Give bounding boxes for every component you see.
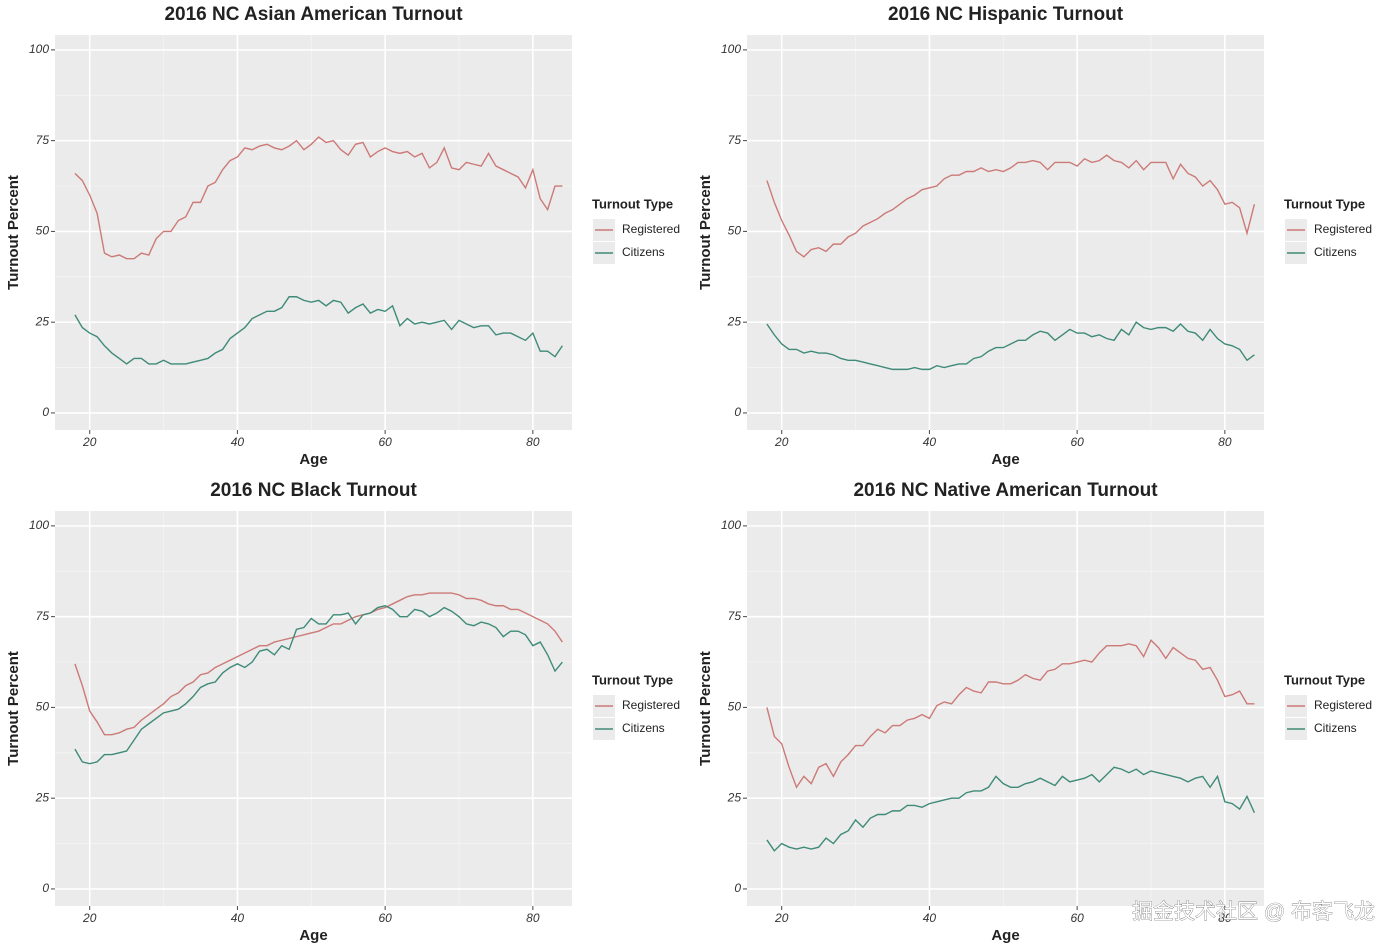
legend-title: Turnout Type [592,672,673,687]
plot-background [55,35,572,430]
legend-label: Registered [622,222,680,236]
x-tick-label: 20 [774,911,789,925]
panel: 0 25 50 75 100 20 40 60 80 2016 NC Black Turnout A… [5,480,680,944]
panel: 0 25 50 75 100 20 40 60 80 2016 NC Native America… [697,480,1372,944]
chart-title: 2016 NC Hispanic Turnout [888,4,1124,25]
legend-title: Turnout Type [1284,196,1365,211]
x-tick-label: 60 [378,435,392,449]
x-axis-title: Age [991,451,1019,468]
y-tick-label: 50 [728,700,742,714]
chart-title: 2016 NC Native American Turnout [853,480,1158,501]
x-tick-label: 60 [1070,435,1084,449]
y-tick-label: 50 [36,224,50,238]
y-tick-label: 25 [727,314,742,328]
x-tick-label: 20 [82,435,97,449]
y-tick-label: 0 [734,405,741,419]
y-tick-label: 0 [734,881,741,895]
y-tick-label: 75 [36,133,50,147]
chart-title: 2016 NC Asian American Turnout [164,4,463,25]
data-line [766,639,1255,789]
y-axis-title: Turnout Percent [697,175,714,290]
y-tick-label: 100 [721,42,741,56]
y-tick-label: 50 [36,700,50,714]
y-axis-title: Turnout Percent [5,175,22,290]
plot-background [747,511,1264,906]
legend-title: Turnout Type [1284,672,1365,687]
y-tick-label: 100 [29,42,49,56]
y-tick-label: 75 [36,609,50,623]
x-tick-label: 40 [231,435,245,449]
x-tick-label: 60 [1070,911,1084,925]
legend-title: Turnout Type [592,196,673,211]
legend-label: Citizens [1314,721,1357,735]
y-tick-label: 75 [728,609,742,623]
x-tick-label: 20 [82,911,97,925]
legend-label: Citizens [1314,245,1357,259]
x-axis-title: Age [991,927,1019,944]
data-line [74,136,563,260]
y-tick-label: 100 [721,518,741,532]
x-tick-label: 80 [1218,911,1232,925]
legend-label: Registered [622,698,680,712]
x-tick-label: 40 [923,911,937,925]
data-line [766,766,1256,852]
x-tick-label: 40 [923,435,937,449]
plot-background [747,35,1264,430]
legend-label: Registered [1314,698,1372,712]
watermark: 掘金技术社区 @ 布客飞龙 [1132,901,1375,924]
x-tick-label: 20 [774,435,789,449]
legend-label: Registered [1314,222,1372,236]
plot-background [55,511,572,906]
data-line [74,296,563,365]
y-tick-label: 0 [42,881,49,895]
x-tick-label: 60 [378,911,392,925]
y-tick-label: 25 [727,790,742,804]
x-axis-title: Age [299,451,327,468]
y-tick-label: 25 [35,314,50,328]
legend-label: Citizens [622,721,665,735]
chart-title: 2016 NC Black Turnout [210,480,417,501]
x-tick-label: 80 [526,435,540,449]
y-axis-title: Turnout Percent [697,651,714,766]
panel: 0 25 50 75 100 20 40 60 80 2016 NC Hispanic Turno… [697,4,1372,468]
data-line [74,592,563,736]
y-tick-label: 75 [728,133,742,147]
x-tick-label: 40 [231,911,245,925]
x-tick-label: 80 [526,911,540,925]
data-line [766,154,1256,258]
data-line [766,321,1255,371]
y-axis-title: Turnout Percent [5,651,22,766]
x-axis-title: Age [299,927,327,944]
y-tick-label: 25 [35,790,50,804]
panel: 0 25 50 75 100 20 40 60 80 2016 NC Asian American… [5,4,680,468]
legend-label: Citizens [622,245,665,259]
y-tick-label: 100 [29,518,49,532]
data-line [74,605,563,765]
y-tick-label: 0 [42,405,49,419]
y-tick-label: 50 [728,224,742,238]
x-tick-label: 80 [1218,435,1232,449]
